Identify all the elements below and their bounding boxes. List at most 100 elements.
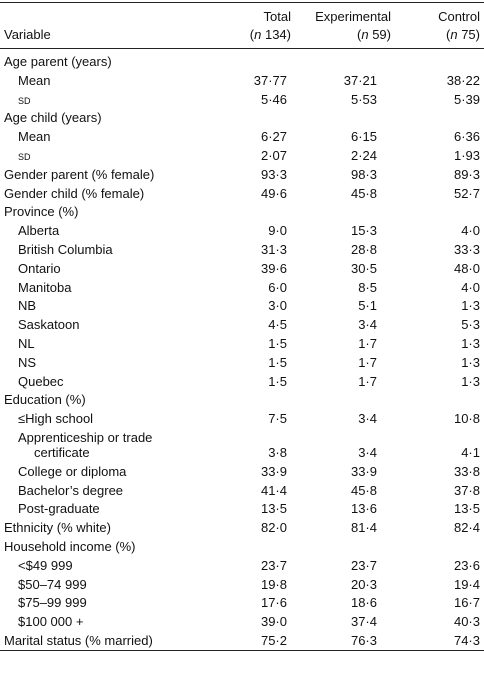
row-label-cell: <$49 999	[0, 556, 200, 575]
row-label-cell: Household income (%)	[0, 537, 200, 556]
column-count: 59)	[368, 27, 391, 42]
value-cell: 19·8	[200, 575, 295, 594]
row-label: Saskatoon	[18, 317, 80, 333]
row-label-cell: Marital status (% married)	[0, 631, 200, 650]
cell-value: 23·6	[453, 557, 480, 573]
cell-value: 4·5	[268, 317, 287, 333]
table-row: Province (%)	[0, 202, 484, 221]
cell-value: 1·7	[358, 335, 377, 351]
table-row: Bachelor’s degree 41·4 45·8 37·8	[0, 481, 484, 500]
value-cell: 98·3	[295, 165, 395, 184]
value-cell	[200, 49, 295, 71]
cell-value: 45·8	[350, 482, 377, 498]
table-row: $100 000 + 39·0 37·4 40·3	[0, 612, 484, 631]
value-cell: 41·4	[200, 481, 295, 500]
cell-value: 4·1	[461, 444, 480, 460]
table-row: Post-graduate 13·5 13·6 13·5	[0, 499, 484, 518]
row-label-cell: Post-graduate	[0, 499, 200, 518]
value-cell: 18·6	[295, 593, 395, 612]
cell-value: 81·4	[350, 520, 377, 536]
column-name: Experimental	[315, 9, 391, 24]
row-label: Gender child (% female)	[4, 185, 145, 201]
cell-value: 48·0	[453, 260, 480, 276]
value-cell: 37·77	[200, 71, 295, 90]
column-count: 75)	[457, 27, 480, 42]
value-cell: 5·46	[200, 90, 295, 109]
table-row: NS 1·5 1·7 1·3	[0, 353, 484, 372]
cell-value: 33·9	[260, 463, 287, 479]
row-label-cell: Education (%)	[0, 390, 200, 409]
cell-value: 37·4	[350, 614, 377, 630]
cell-value: 6·0	[268, 279, 287, 295]
value-cell: 1·93	[395, 146, 484, 165]
value-cell: 4·0	[395, 278, 484, 297]
header-row: Variable Total (n 134) Experimental (n 59) Co…	[0, 3, 484, 49]
value-cell: 52·7	[395, 184, 484, 203]
cell-value: 4·0	[461, 223, 480, 239]
row-label: Ethnicity (% white)	[4, 520, 111, 536]
row-label-cell: Quebec	[0, 372, 200, 391]
value-cell: 1·3	[395, 372, 484, 391]
row-label: <$49 999	[18, 557, 73, 573]
column-header: Experimental (n 59)	[295, 3, 395, 49]
row-label: British Columbia	[18, 241, 113, 257]
value-cell	[295, 108, 395, 127]
value-cell: 17·6	[200, 593, 295, 612]
value-cell: 45·8	[295, 184, 395, 203]
value-cell: 28·8	[295, 240, 395, 259]
row-label: Mean	[18, 129, 51, 145]
table-row: Mean 6·27 6·15 6·36	[0, 127, 484, 146]
value-cell: 4·1	[395, 428, 484, 462]
table-row: NL 1·5 1·7 1·3	[0, 334, 484, 353]
cell-value: 33·3	[453, 241, 480, 257]
cell-value: 33·9	[350, 463, 377, 479]
row-label: $100 000 +	[18, 614, 84, 630]
table-row: Saskatoon 4·5 3·4 5·3	[0, 315, 484, 334]
value-cell: 48·0	[395, 259, 484, 278]
column-count: n	[361, 27, 369, 42]
column-header: Control (n 75)	[395, 3, 484, 49]
table-row: Education (%)	[0, 390, 484, 409]
table-row: Age child (years)	[0, 108, 484, 127]
cell-value: 82·0	[260, 520, 287, 536]
value-cell: 49·6	[200, 184, 295, 203]
data-table: Variable Total (n 134) Experimental (n 59) Co…	[0, 2, 484, 651]
cell-value: 52·7	[453, 185, 480, 201]
value-cell: 19·4	[395, 575, 484, 594]
cell-value: 6·36	[453, 129, 480, 145]
row-label-cell: NS	[0, 353, 200, 372]
row-label-cell: Ethnicity (% white)	[0, 518, 200, 537]
cell-value: 30·5	[350, 260, 377, 276]
value-cell: 5·53	[295, 90, 395, 109]
column-count: n	[450, 27, 458, 42]
row-label: Manitoba	[18, 279, 72, 295]
value-cell: 2·24	[295, 146, 395, 165]
cell-value: 7·5	[268, 411, 287, 427]
cell-value: 1·5	[268, 335, 287, 351]
value-cell: 1·3	[395, 296, 484, 315]
row-label: $50–74 999	[18, 576, 87, 592]
value-cell: 1·7	[295, 334, 395, 353]
cell-value: 1·93	[453, 147, 480, 163]
cell-value: 16·7	[453, 595, 480, 611]
value-cell: 23·6	[395, 556, 484, 575]
row-label: Province (%)	[4, 204, 79, 220]
table-row: Ontario 39·6 30·5 48·0	[0, 259, 484, 278]
row-label: Post-graduate	[18, 501, 100, 517]
cell-value: 5·46	[260, 91, 287, 107]
cell-value: 40·3	[453, 614, 480, 630]
cell-value: 6·15	[350, 129, 377, 145]
table-row: Mean 37·77 37·21 38·22	[0, 71, 484, 90]
row-label: ≤High school	[18, 411, 94, 427]
table-row: Age parent (years)	[0, 49, 484, 71]
value-cell: 15·3	[295, 221, 395, 240]
table-row: NB 3·0 5·1 1·3	[0, 296, 484, 315]
value-cell: 39·0	[200, 612, 295, 631]
cell-value: 3·4	[358, 411, 377, 427]
row-label-cell: Age child (years)	[0, 108, 200, 127]
column-name: Control	[438, 9, 480, 24]
cell-value: 33·8	[453, 463, 480, 479]
cell-value: 1·7	[358, 373, 377, 389]
value-cell: 8·5	[295, 278, 395, 297]
row-label: NL	[18, 335, 35, 351]
